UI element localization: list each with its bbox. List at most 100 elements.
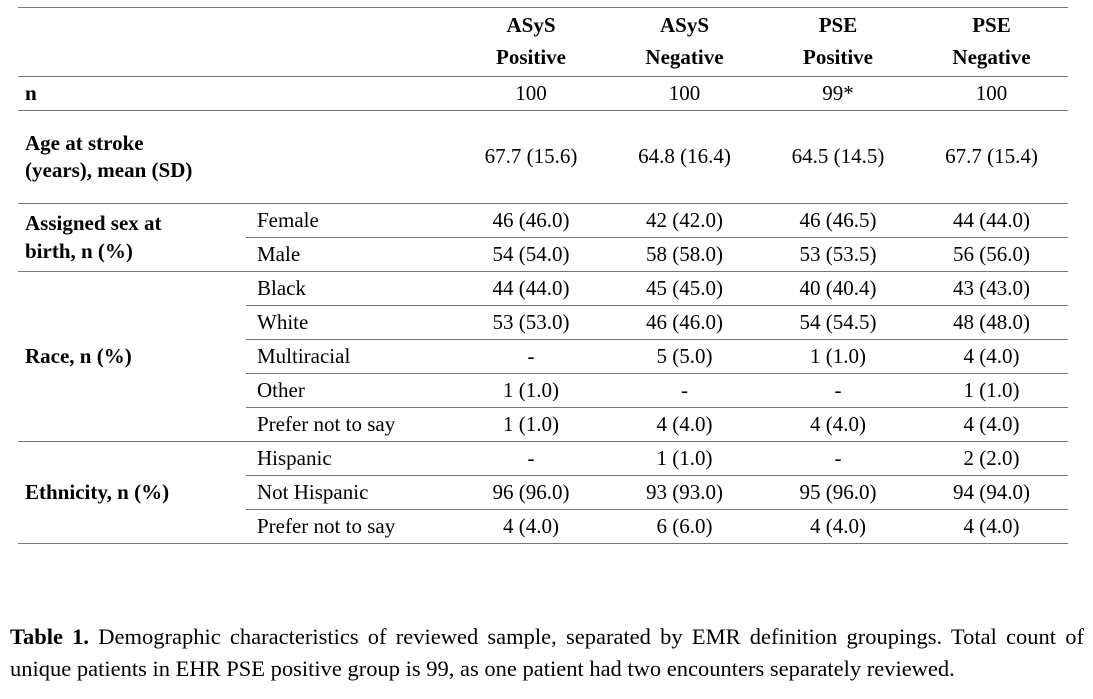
row-label-text: Age at stroke (years), mean (SD) — [25, 130, 193, 182]
value-cell: 64.8 (16.4) — [608, 110, 761, 204]
section-label-text: Ethnicity, n (%) — [25, 479, 170, 504]
table-row-male: Male 54 (54.0) 58 (58.0) 53 (53.5) 56 (5… — [18, 237, 1068, 272]
table-row-multiracial: Multiracial - 5 (5.0) 1 (1.0) 4 (4.0) — [18, 339, 1068, 374]
header-line: Positive — [496, 44, 566, 69]
subcategory-label: Male — [246, 237, 454, 272]
value-cell: 42 (42.0) — [608, 203, 761, 238]
value-cell: 2 (2.0) — [915, 441, 1068, 476]
table-header-row: ASyS Positive ASyS Negative PSE Positive… — [18, 7, 1068, 77]
value-cell: 67.7 (15.6) — [454, 110, 608, 204]
header-line: ASyS — [506, 13, 556, 37]
value-cell: 1 (1.0) — [761, 339, 915, 374]
value-cell: 99* — [761, 76, 915, 111]
table-row-age-at-stroke: Age at stroke (years), mean (SD) 67.7 (1… — [18, 110, 1068, 204]
header-empty-cell-2 — [246, 7, 454, 77]
value-cell: 56 (56.0) — [915, 237, 1068, 272]
value-cell: 1 (1.0) — [454, 373, 608, 408]
header-line: PSE — [818, 13, 858, 37]
table-caption: Table 1. Demographic characteristics of … — [10, 621, 1084, 687]
header-asys-positive: ASyS Positive — [454, 7, 608, 77]
value-cell: 4 (4.0) — [454, 509, 608, 544]
table-row-hispanic: Ethnicity, n (%) Hispanic - 1 (1.0) - 2 … — [18, 441, 1068, 544]
subcategory-label: Not Hispanic — [246, 475, 454, 510]
table-row-n: n 100 100 99* 100 — [18, 76, 1068, 111]
value-cell: 46 (46.0) — [608, 305, 761, 340]
value-cell: - — [761, 373, 915, 408]
value-cell: 4 (4.0) — [608, 407, 761, 442]
value-cell: 4 (4.0) — [915, 509, 1068, 544]
value-cell: 1 (1.0) — [915, 373, 1068, 408]
header-line: PSE — [972, 13, 1011, 37]
value-cell: 53 (53.0) — [454, 305, 608, 340]
value-cell: 46 (46.0) — [454, 203, 608, 238]
subcategory-label: Multiracial — [246, 339, 454, 374]
value-cell: 44 (44.0) — [454, 271, 608, 306]
value-cell: 100 — [915, 76, 1068, 111]
table-row-other: Other 1 (1.0) - - 1 (1.0) — [18, 373, 1068, 408]
value-cell: 43 (43.0) — [915, 271, 1068, 306]
subcategory-label: Prefer not to say — [246, 407, 454, 442]
value-cell: 4 (4.0) — [915, 339, 1068, 374]
header-pse-positive: PSE Positive — [761, 7, 915, 77]
demographics-table-container: ASyS Positive ASyS Negative PSE Positive… — [18, 7, 1068, 544]
section-label-text: Race, n (%) — [25, 343, 132, 368]
section-label-race: Race, n (%) — [18, 271, 246, 442]
value-cell: 1 (1.0) — [454, 407, 608, 442]
value-cell: 5 (5.0) — [608, 339, 761, 374]
value-cell: 1 (1.0) — [608, 441, 761, 476]
empty-cell — [246, 110, 454, 204]
value-cell: 48 (48.0) — [915, 305, 1068, 340]
section-label-ethnicity: Ethnicity, n (%) — [18, 441, 246, 544]
demographics-table: ASyS Positive ASyS Negative PSE Positive… — [18, 7, 1068, 544]
table-row-race-prefer-not-to-say: Prefer not to say 1 (1.0) 4 (4.0) 4 (4.0… — [18, 407, 1068, 442]
value-cell: 4 (4.0) — [761, 509, 915, 544]
table-row-female: Assigned sex at birth, n (%) Female 46 (… — [18, 203, 1068, 272]
value-cell: 58 (58.0) — [608, 237, 761, 272]
value-cell: 64.5 (14.5) — [761, 110, 915, 204]
value-cell: 40 (40.4) — [761, 271, 915, 306]
table-row-not-hispanic: Not Hispanic 96 (96.0) 93 (93.0) 95 (96.… — [18, 475, 1068, 510]
section-label-text: Assigned sex at birth, n (%) — [25, 211, 162, 263]
value-cell: - — [608, 373, 761, 408]
header-asys-negative: ASyS Negative — [608, 7, 761, 77]
subcategory-label: White — [246, 305, 454, 340]
value-cell: 95 (96.0) — [761, 475, 915, 510]
table-row-white: White 53 (53.0) 46 (46.0) 54 (54.5) 48 (… — [18, 305, 1068, 340]
subcategory-label: Female — [246, 203, 454, 238]
table-caption-text: Demographic characteristics of reviewed … — [10, 623, 1084, 682]
value-cell: 46 (46.5) — [761, 203, 915, 238]
value-cell: 4 (4.0) — [915, 407, 1068, 442]
header-pse-negative: PSE Negative — [915, 7, 1068, 77]
value-cell: - — [454, 339, 608, 374]
header-line: ASyS — [659, 13, 710, 37]
header-line: Negative — [645, 44, 724, 69]
value-cell: 94 (94.0) — [915, 475, 1068, 510]
value-cell: 93 (93.0) — [608, 475, 761, 510]
value-cell: - — [454, 441, 608, 476]
value-cell: 53 (53.5) — [761, 237, 915, 272]
value-cell: 67.7 (15.4) — [915, 110, 1068, 204]
section-label-assigned-sex: Assigned sex at birth, n (%) — [18, 203, 246, 272]
subcategory-label: Prefer not to say — [246, 509, 454, 544]
subcategory-label: Hispanic — [246, 441, 454, 476]
header-line: Positive — [803, 44, 873, 69]
header-empty-cell-1 — [18, 7, 246, 77]
empty-cell — [246, 76, 454, 111]
value-cell: 44 (44.0) — [915, 203, 1068, 238]
value-cell: 100 — [454, 76, 608, 111]
subcategory-label: Black — [246, 271, 454, 306]
value-cell: 6 (6.0) — [608, 509, 761, 544]
value-cell: 100 — [608, 76, 761, 111]
subcategory-label: Other — [246, 373, 454, 408]
table-caption-label: Table 1. — [10, 623, 90, 649]
header-line: Negative — [952, 44, 1031, 69]
value-cell: 54 (54.5) — [761, 305, 915, 340]
value-cell: - — [761, 441, 915, 476]
value-cell: 4 (4.0) — [761, 407, 915, 442]
table-row-ethnicity-prefer-not-to-say: Prefer not to say 4 (4.0) 6 (6.0) 4 (4.0… — [18, 509, 1068, 544]
value-cell: 54 (54.0) — [454, 237, 608, 272]
table-row-black: Race, n (%) Black 44 (44.0) 45 (45.0) 40… — [18, 271, 1068, 442]
value-cell: 96 (96.0) — [454, 475, 608, 510]
row-label-n: n — [18, 76, 246, 111]
row-label-age-at-stroke: Age at stroke (years), mean (SD) — [18, 110, 246, 204]
